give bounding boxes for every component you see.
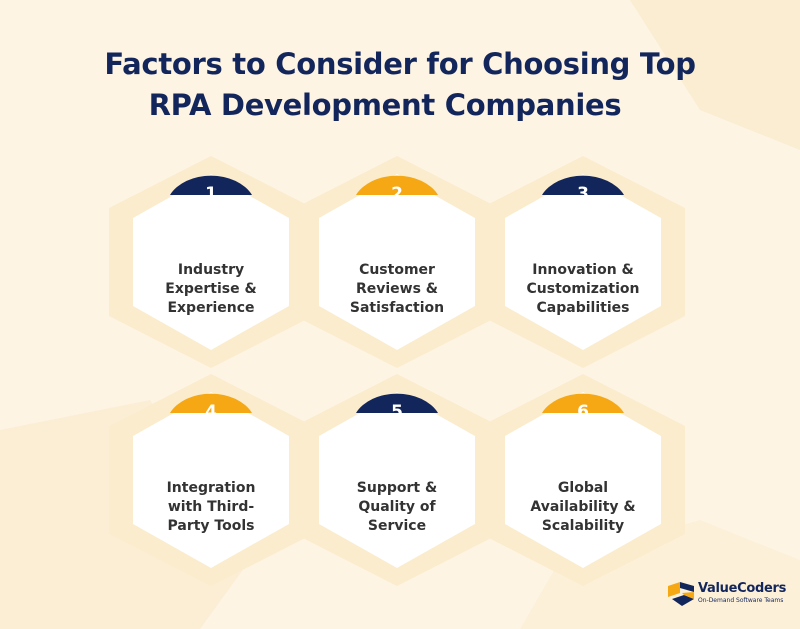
page-title: Factors to Consider for Choosing Top RPA… xyxy=(0,44,800,126)
factor-number-2: 2 xyxy=(391,184,403,204)
factor-number-1: 1 xyxy=(205,184,217,204)
factor-card-1: 1 Industry Expertise & Experience xyxy=(109,156,313,368)
factor-label-6: Global Availability & Scalability xyxy=(530,479,636,534)
page-title-line-1: Factors to Consider for Choosing Top xyxy=(104,47,696,81)
factor-card-5: 5 Support & Quality of Service xyxy=(295,374,499,586)
factor-card-6: 6 Global Availability & Scalability xyxy=(481,374,685,586)
factor-card-2: 2 Customer Reviews & Satisfaction xyxy=(295,156,499,368)
factor-label-3: Innovation & Customization Capabilities xyxy=(526,261,640,316)
factor-label-5: Support & Quality of Service xyxy=(356,479,438,534)
factor-number-5: 5 xyxy=(391,402,403,422)
hexagon-shape xyxy=(109,374,313,586)
valuecoders-logo-icon xyxy=(668,582,694,606)
factor-number-4: 4 xyxy=(205,402,217,422)
factor-label-2: Customer Reviews & Satisfaction xyxy=(349,261,445,316)
page-title-line-2: RPA Development Companies xyxy=(148,88,622,122)
factor-card-4: 4 Integration with Third-Party Tools xyxy=(109,374,313,586)
factor-label-4: Integration with Third-Party Tools xyxy=(166,479,256,534)
factor-number-6: 6 xyxy=(577,402,589,422)
factor-number-3: 3 xyxy=(577,184,589,204)
logo-name: ValueCoders xyxy=(698,581,787,596)
factor-label-1: Industry Expertise & Experience xyxy=(165,261,257,316)
hexagon-shape xyxy=(295,156,499,368)
logo-tagline: On-Demand Software Teams xyxy=(698,597,784,604)
hexagon-shape xyxy=(295,374,499,586)
factor-card-3: 3 Innovation & Customization Capabilitie… xyxy=(481,156,685,368)
hexagon-shape xyxy=(109,156,313,368)
hexagon-shape xyxy=(481,156,685,368)
hexagon-shape xyxy=(481,374,685,586)
valuecoders-logo: ValueCoders On-Demand Software Teams xyxy=(668,580,788,608)
